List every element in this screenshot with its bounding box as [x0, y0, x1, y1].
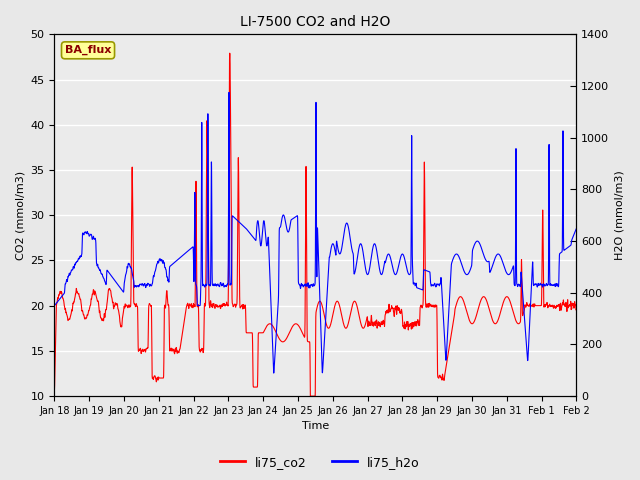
li75_h2o: [440, 328, 448, 334]
li75_h2o: [573, 226, 580, 231]
li75_co2: [440, 377, 448, 383]
Text: BA_flux: BA_flux: [65, 45, 111, 56]
li75_h2o: [480, 252, 488, 258]
li75_co2: [51, 388, 58, 394]
X-axis label: Time: Time: [302, 421, 329, 432]
li75_co2: [480, 294, 488, 300]
li75_h2o: [145, 282, 153, 288]
Line: li75_h2o: li75_h2o: [54, 92, 577, 373]
li75_co2: [145, 301, 153, 307]
Title: LI-7500 CO2 and H2O: LI-7500 CO2 and H2O: [240, 15, 390, 29]
li75_co2: [250, 384, 258, 390]
li75_co2: [226, 50, 234, 56]
li75_h2o: [390, 270, 398, 276]
Y-axis label: H2O (mmol/m3): H2O (mmol/m3): [615, 170, 625, 260]
li75_h2o: [250, 236, 258, 241]
li75_h2o: [225, 89, 233, 95]
li75_co2: [390, 313, 398, 319]
li75_h2o: [364, 272, 372, 277]
li75_co2: [364, 320, 372, 326]
Line: li75_co2: li75_co2: [54, 53, 577, 396]
li75_h2o: [270, 370, 278, 376]
Y-axis label: CO2 (mmol/m3): CO2 (mmol/m3): [15, 171, 25, 260]
li75_co2: [573, 306, 580, 312]
li75_h2o: [51, 303, 58, 309]
Legend: li75_co2, li75_h2o: li75_co2, li75_h2o: [215, 451, 425, 474]
li75_co2: [307, 393, 314, 399]
